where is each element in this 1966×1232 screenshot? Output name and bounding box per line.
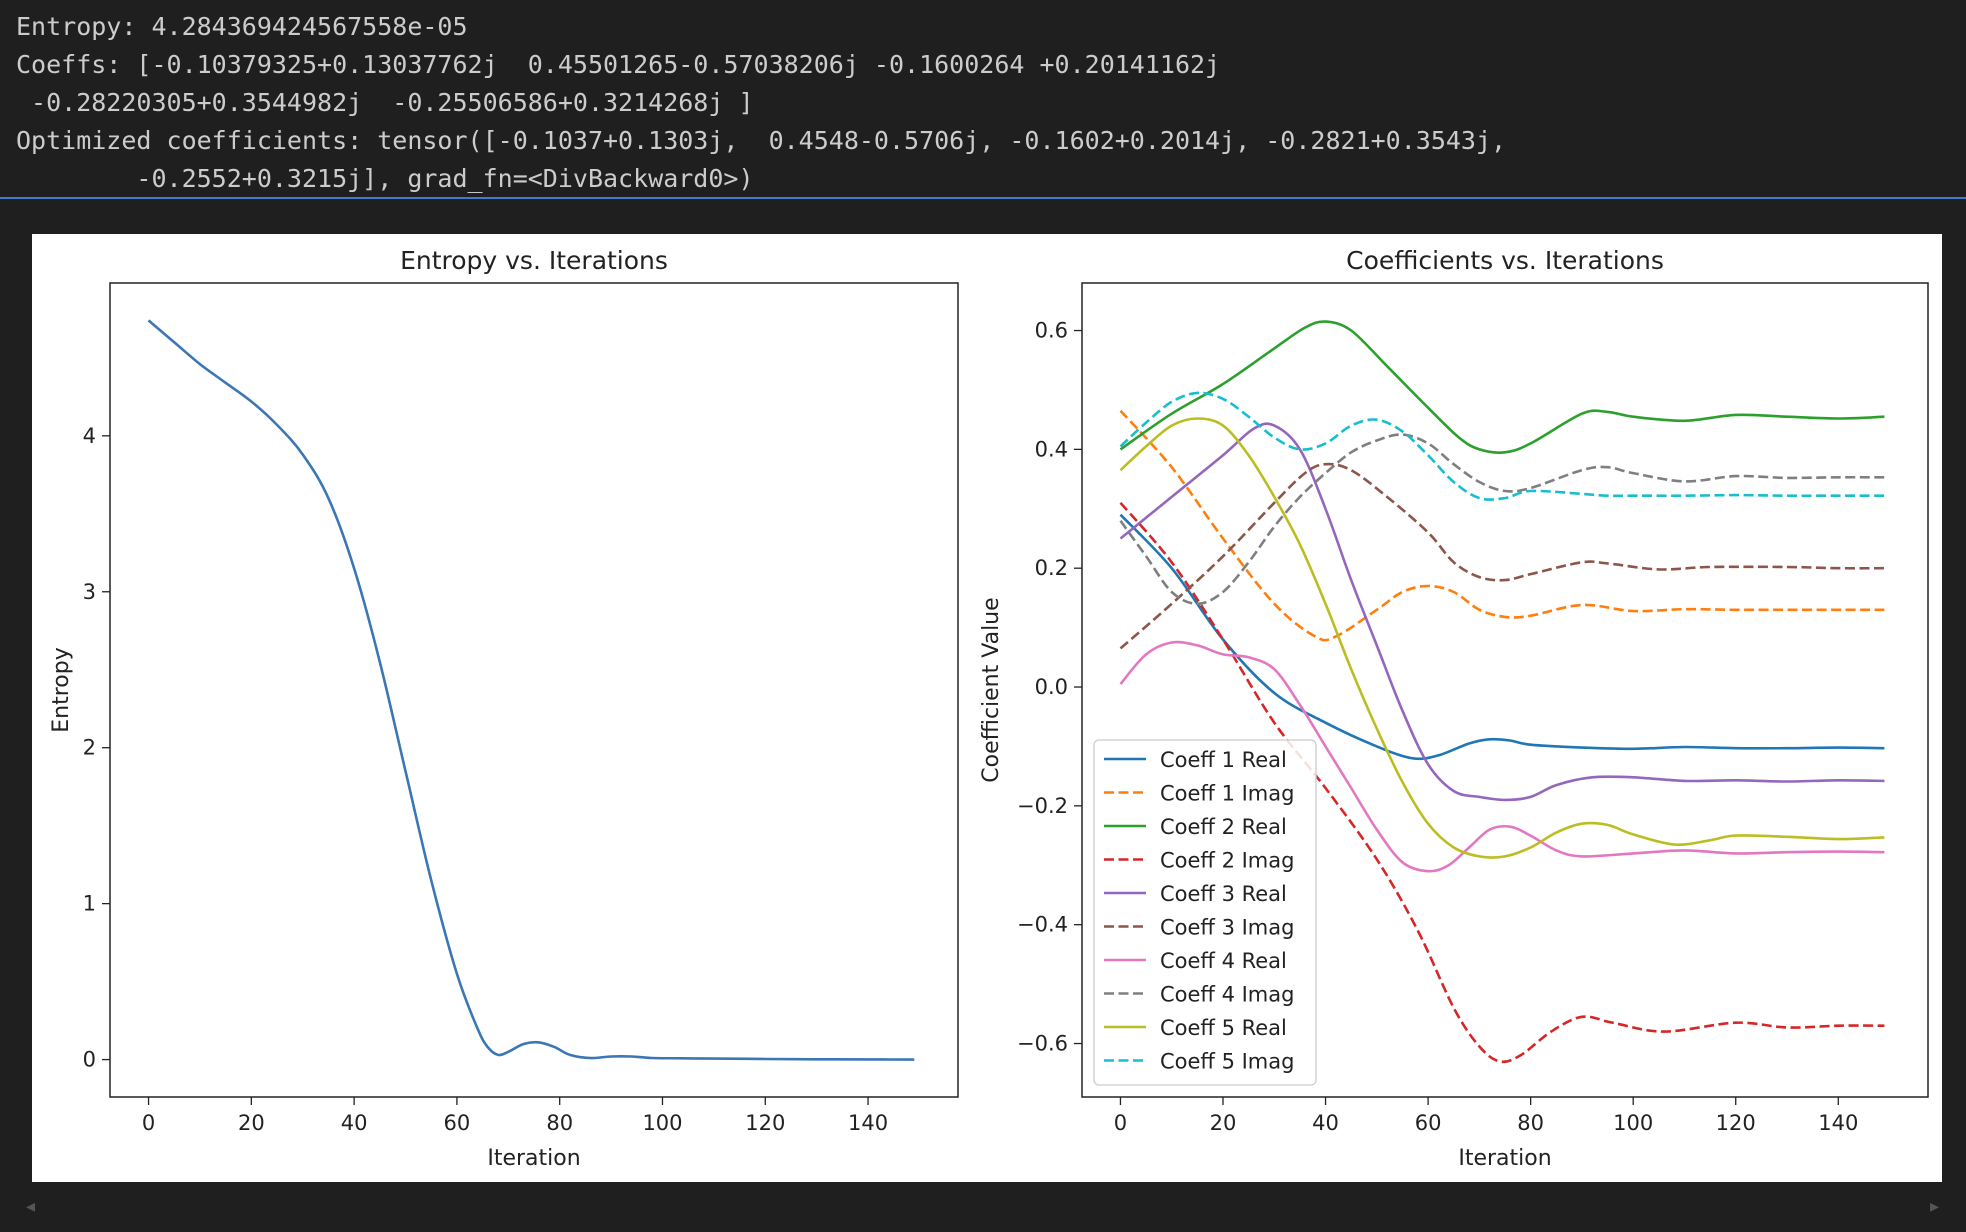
output-line: Coeffs: [-0.10379325+0.13037762j 0.45501… [16, 50, 1221, 79]
x-tick-label: 20 [238, 1111, 265, 1135]
x-tick-label: 120 [1716, 1111, 1756, 1135]
legend-label: Coeff 5 Imag [1160, 1050, 1294, 1074]
output-line: -0.2552+0.3215j], grad_fn=<DivBackward0>… [16, 164, 754, 193]
x-tick-label: 0 [1114, 1111, 1127, 1135]
x-tick-label: 40 [1312, 1111, 1339, 1135]
output-line: -0.28220305+0.3544982j -0.25506586+0.321… [16, 88, 754, 117]
legend-label: Coeff 4 Real [1160, 949, 1287, 973]
y-tick-label: −0.4 [1017, 913, 1068, 937]
y-tick-label: 3 [83, 580, 96, 604]
legend-label: Coeff 1 Real [1160, 748, 1287, 772]
x-tick-label: 140 [1818, 1111, 1858, 1135]
y-tick-label: −0.2 [1017, 794, 1068, 818]
series-line-1 [147, 319, 915, 1061]
legend-label: Coeff 2 Imag [1160, 849, 1294, 873]
x-axis-label: Iteration [487, 1146, 580, 1171]
legend-label: Coeff 4 Imag [1160, 983, 1294, 1007]
chart-title: Coefficients vs. Iterations [1346, 246, 1664, 275]
y-axis-label: Coefficient Value [979, 597, 1004, 782]
series-group [1119, 320, 1885, 1064]
x-tick-label: 100 [1613, 1111, 1653, 1135]
y-tick-label: 0.2 [1035, 556, 1068, 580]
series-line-1 [1119, 513, 1885, 761]
series-line-3 [1119, 320, 1885, 454]
series-line-2 [1119, 409, 1885, 642]
x-tick-label: 120 [745, 1111, 785, 1135]
y-tick-label: 0.6 [1035, 319, 1068, 343]
axes-frame [1081, 282, 1929, 1098]
x-tick-label: 60 [444, 1111, 471, 1135]
legend-label: Coeff 2 Real [1160, 815, 1287, 839]
y-tick-label: 0.0 [1035, 675, 1068, 699]
chart-2: Coefficients vs. Iterations 0 20 40 60 80 100 1… [979, 246, 1929, 1171]
x-axis-label: Iteration [1458, 1146, 1551, 1171]
y-tick-label: 1 [83, 892, 96, 916]
series-line-6 [1119, 462, 1885, 650]
series-line-7 [1119, 640, 1885, 873]
x-tick-label: 80 [1517, 1111, 1544, 1135]
x-tick-label: 20 [1210, 1111, 1237, 1135]
axes-frame [109, 282, 959, 1098]
legend-label: Coeff 3 Imag [1160, 916, 1294, 940]
legend: Coeff 1 Real Coeff 1 Imag Coeff 2 Real Coef… [1093, 739, 1317, 1086]
series-line-9 [1119, 417, 1885, 859]
x-tick-label: 140 [848, 1111, 888, 1135]
legend-label: Coeff 1 Imag [1160, 782, 1294, 806]
chart-title: Entropy vs. Iterations [400, 246, 668, 275]
y-tick-label: 0 [83, 1048, 96, 1072]
y-tick-label: 0.4 [1035, 437, 1068, 461]
x-tick-label: 100 [642, 1111, 682, 1135]
series-line-10 [1119, 391, 1885, 501]
legend-box [1093, 739, 1317, 1086]
figure-output: Entropy vs. Iterations 0 20 40 60 80 100 120 140… [32, 234, 1942, 1182]
x-tick-label: 60 [1415, 1111, 1442, 1135]
series-line-8 [1119, 433, 1885, 606]
y-tick-label: 2 [83, 736, 96, 760]
output-line: Optimized coefficients: tensor([-0.1037+… [16, 126, 1507, 155]
legend-label: Coeff 5 Real [1160, 1016, 1287, 1040]
y-tick-label: −0.6 [1017, 1032, 1068, 1056]
output-line: Entropy: 4.284369424567558e-05 [16, 12, 468, 41]
series-line-5 [1119, 422, 1885, 802]
scroll-left-arrow-icon[interactable]: ◂ [26, 1196, 36, 1217]
y-axis-label: Entropy [49, 647, 74, 732]
x-tick-label: 40 [341, 1111, 368, 1135]
legend-label: Coeff 3 Real [1160, 882, 1287, 906]
y-tick-label: 4 [83, 424, 96, 448]
series-line-4 [1119, 501, 1885, 1064]
x-tick-label: 80 [546, 1111, 573, 1135]
x-tick-label: 0 [142, 1111, 155, 1135]
cell-output: Entropy: 4.284369424567558e-05 Coeffs: [… [0, 0, 1966, 197]
output-divider [0, 197, 1966, 199]
series-group [147, 319, 915, 1061]
scroll-right-arrow-icon[interactable]: ▸ [1930, 1196, 1940, 1217]
